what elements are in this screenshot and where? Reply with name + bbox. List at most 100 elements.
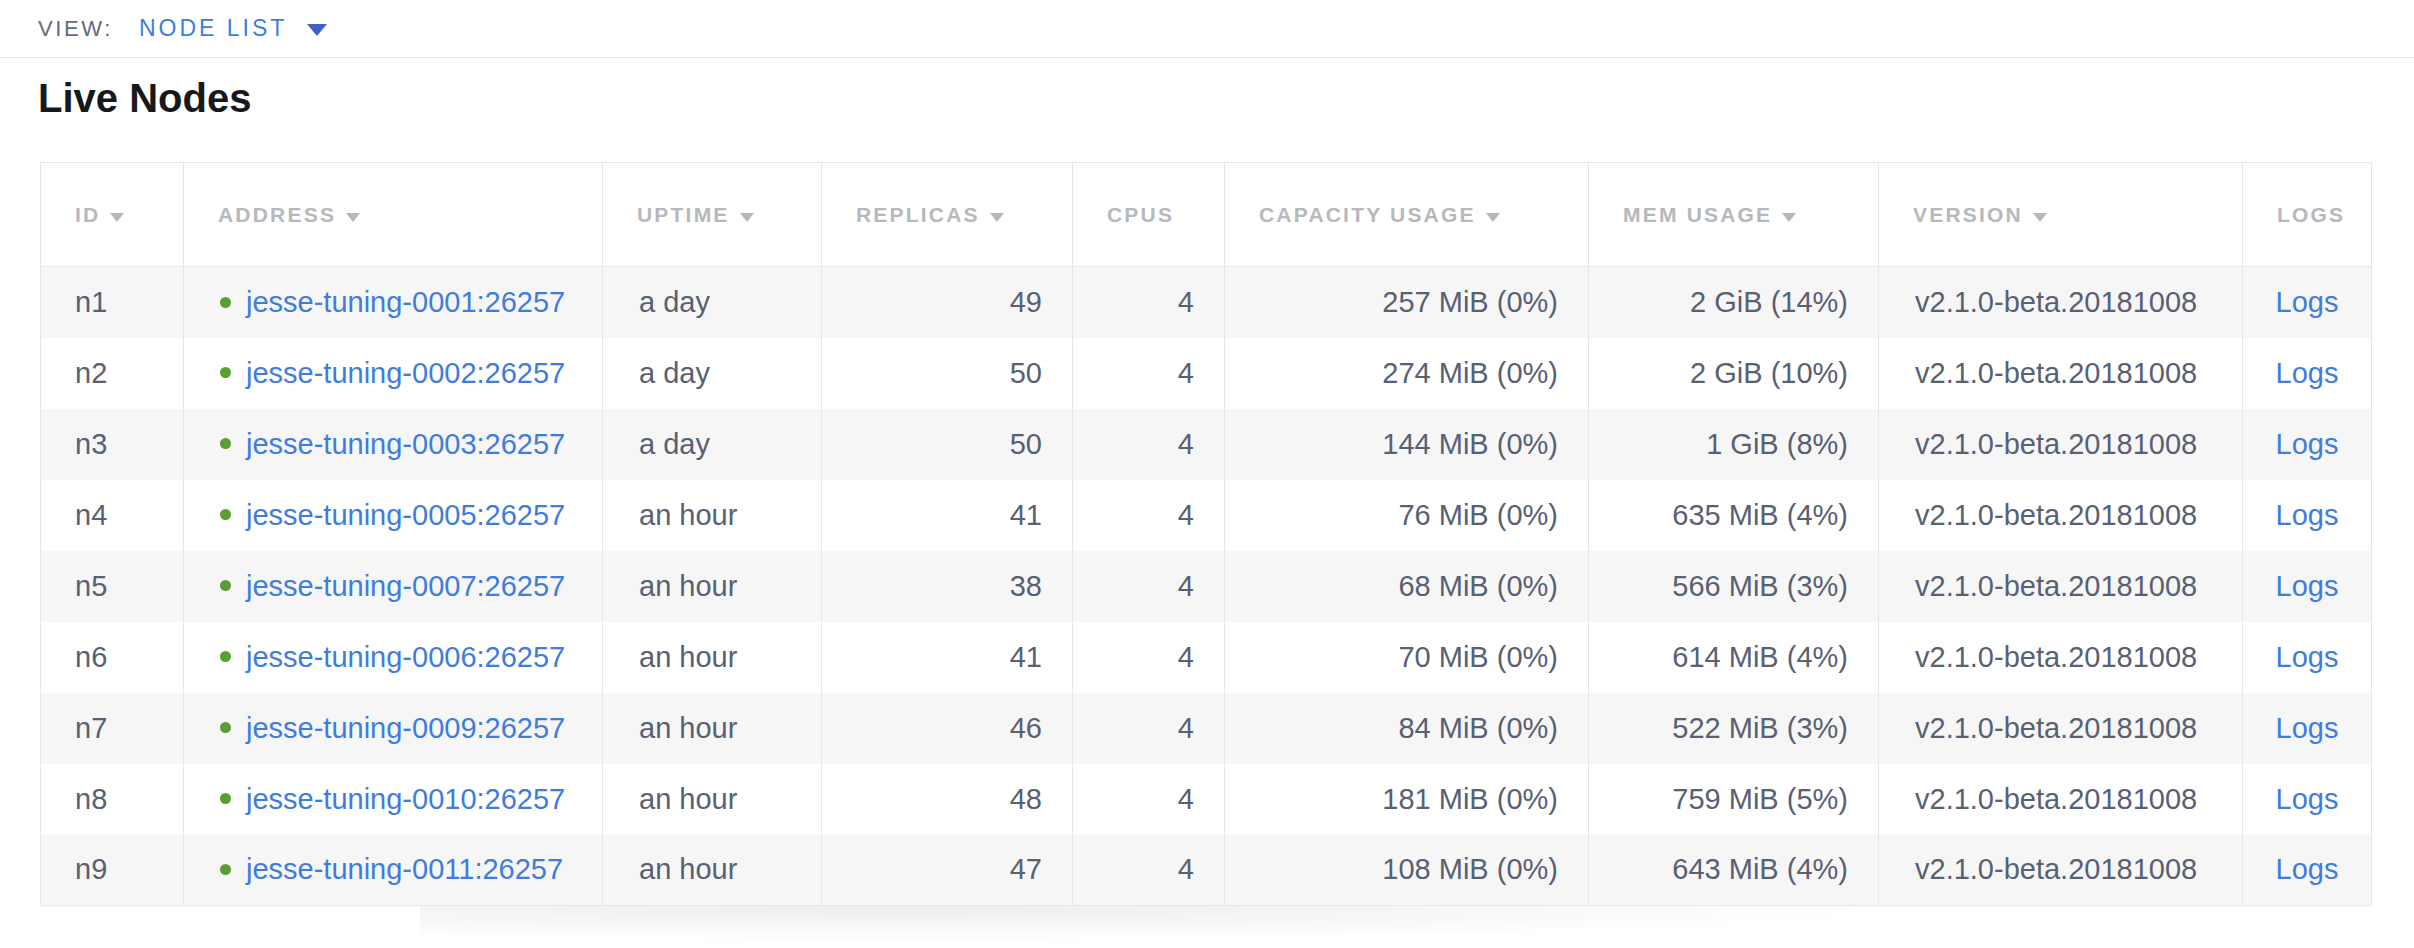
column-header-mem-usage[interactable]: MEM USAGE (1589, 163, 1879, 267)
table-row: n3 jesse-tuning-0003:26257 a day 50 4 14… (41, 409, 2372, 480)
node-address-link[interactable]: jesse-tuning-0001:26257 (246, 286, 565, 318)
node-address-cell: jesse-tuning-0002:26257 (184, 338, 603, 409)
node-replicas-cell: 41 (822, 480, 1073, 551)
node-mem-cell: 614 MiB (4%) (1589, 622, 1879, 693)
view-selected-value: NODE LIST (139, 15, 287, 42)
sort-desc-icon (990, 213, 1004, 222)
column-header-label: CPUS (1107, 203, 1174, 226)
node-id-cell: n2 (41, 338, 184, 409)
node-mem-cell: 635 MiB (4%) (1589, 480, 1879, 551)
table-row: n4 jesse-tuning-0005:26257 an hour 41 4 … (41, 480, 2372, 551)
logs-link[interactable]: Logs (2276, 357, 2339, 389)
node-mem-cell: 2 GiB (14%) (1589, 267, 1879, 338)
logs-link[interactable]: Logs (2276, 499, 2339, 531)
node-id-cell: n7 (41, 693, 184, 764)
logs-link[interactable]: Logs (2276, 712, 2339, 744)
node-cpus-cell: 4 (1073, 693, 1225, 764)
logs-link[interactable]: Logs (2276, 783, 2339, 815)
node-version-cell: v2.1.0-beta.20181008 (1879, 835, 2243, 906)
node-id-cell: n3 (41, 409, 184, 480)
node-live-status-icon (220, 297, 231, 308)
node-cpus-cell: 4 (1073, 835, 1225, 906)
view-selector-dropdown[interactable]: NODE LIST (139, 15, 327, 42)
logs-link[interactable]: Logs (2276, 641, 2339, 673)
node-address-cell: jesse-tuning-0006:26257 (184, 622, 603, 693)
sort-desc-icon (110, 213, 124, 222)
node-cpus-cell: 4 (1073, 622, 1225, 693)
node-uptime-cell: an hour (603, 764, 822, 835)
node-id-cell: n4 (41, 480, 184, 551)
table-header-row: ID ADDRESS UPTIME REPLICAS CPUS CAPACITY… (41, 163, 2372, 267)
node-cpus-cell: 4 (1073, 267, 1225, 338)
logs-link[interactable]: Logs (2276, 286, 2339, 318)
node-logs-cell: Logs (2243, 480, 2372, 551)
node-cpus-cell: 4 (1073, 551, 1225, 622)
node-mem-cell: 1 GiB (8%) (1589, 409, 1879, 480)
column-header-version[interactable]: VERSION (1879, 163, 2243, 267)
node-uptime-cell: an hour (603, 551, 822, 622)
column-header-label: VERSION (1913, 203, 2023, 226)
node-address-link[interactable]: jesse-tuning-0007:26257 (246, 570, 565, 602)
node-cpus-cell: 4 (1073, 480, 1225, 551)
node-address-link[interactable]: jesse-tuning-0003:26257 (246, 428, 565, 460)
node-id-cell: n9 (41, 835, 184, 906)
node-logs-cell: Logs (2243, 338, 2372, 409)
node-replicas-cell: 41 (822, 622, 1073, 693)
column-header-address[interactable]: ADDRESS (184, 163, 603, 267)
node-mem-cell: 2 GiB (10%) (1589, 338, 1879, 409)
node-capacity-cell: 181 MiB (0%) (1225, 764, 1589, 835)
node-address-link[interactable]: jesse-tuning-0006:26257 (246, 641, 565, 673)
node-logs-cell: Logs (2243, 835, 2372, 906)
node-uptime-cell: a day (603, 267, 822, 338)
node-cpus-cell: 4 (1073, 764, 1225, 835)
node-logs-cell: Logs (2243, 764, 2372, 835)
node-address-link[interactable]: jesse-tuning-0005:26257 (246, 499, 565, 531)
node-version-cell: v2.1.0-beta.20181008 (1879, 480, 2243, 551)
column-header-id[interactable]: ID (41, 163, 184, 267)
node-id-cell: n1 (41, 267, 184, 338)
column-header-label: ADDRESS (218, 203, 336, 226)
column-header-uptime[interactable]: UPTIME (603, 163, 822, 267)
node-address-cell: jesse-tuning-0003:26257 (184, 409, 603, 480)
node-address-link[interactable]: jesse-tuning-0011:26257 (246, 853, 563, 885)
node-logs-cell: Logs (2243, 693, 2372, 764)
node-uptime-cell: an hour (603, 693, 822, 764)
column-header-label: ID (75, 203, 100, 226)
column-header-cpus: CPUS (1073, 163, 1225, 267)
column-header-capacity-usage[interactable]: CAPACITY USAGE (1225, 163, 1589, 267)
sort-desc-icon (740, 213, 754, 222)
node-uptime-cell: a day (603, 409, 822, 480)
section-shadow (420, 906, 2000, 944)
node-mem-cell: 643 MiB (4%) (1589, 835, 1879, 906)
node-mem-cell: 566 MiB (3%) (1589, 551, 1879, 622)
logs-link[interactable]: Logs (2276, 428, 2339, 460)
node-id-cell: n8 (41, 764, 184, 835)
node-address-cell: jesse-tuning-0010:26257 (184, 764, 603, 835)
node-live-status-icon (220, 651, 231, 662)
node-replicas-cell: 47 (822, 835, 1073, 906)
page-title: Live Nodes (38, 74, 2414, 122)
node-cpus-cell: 4 (1073, 338, 1225, 409)
node-capacity-cell: 257 MiB (0%) (1225, 267, 1589, 338)
column-header-label: UPTIME (637, 203, 730, 226)
node-address-link[interactable]: jesse-tuning-0009:26257 (246, 712, 565, 744)
node-address-link[interactable]: jesse-tuning-0002:26257 (246, 357, 565, 389)
logs-link[interactable]: Logs (2276, 570, 2339, 602)
node-logs-cell: Logs (2243, 551, 2372, 622)
node-live-status-icon (220, 580, 231, 591)
sort-desc-icon (1486, 213, 1500, 222)
node-address-link[interactable]: jesse-tuning-0010:26257 (246, 783, 565, 815)
node-logs-cell: Logs (2243, 409, 2372, 480)
node-live-status-icon (220, 509, 231, 520)
table-row: n5 jesse-tuning-0007:26257 an hour 38 4 … (41, 551, 2372, 622)
logs-link[interactable]: Logs (2276, 853, 2339, 885)
live-nodes-table: ID ADDRESS UPTIME REPLICAS CPUS CAPACITY… (40, 162, 2372, 906)
node-replicas-cell: 48 (822, 764, 1073, 835)
node-version-cell: v2.1.0-beta.20181008 (1879, 622, 2243, 693)
column-header-replicas[interactable]: REPLICAS (822, 163, 1073, 267)
node-capacity-cell: 274 MiB (0%) (1225, 338, 1589, 409)
node-replicas-cell: 38 (822, 551, 1073, 622)
node-live-status-icon (220, 793, 231, 804)
column-header-logs: LOGS (2243, 163, 2372, 267)
node-id-cell: n6 (41, 622, 184, 693)
